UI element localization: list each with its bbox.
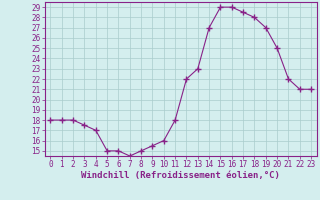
X-axis label: Windchill (Refroidissement éolien,°C): Windchill (Refroidissement éolien,°C): [81, 171, 280, 180]
